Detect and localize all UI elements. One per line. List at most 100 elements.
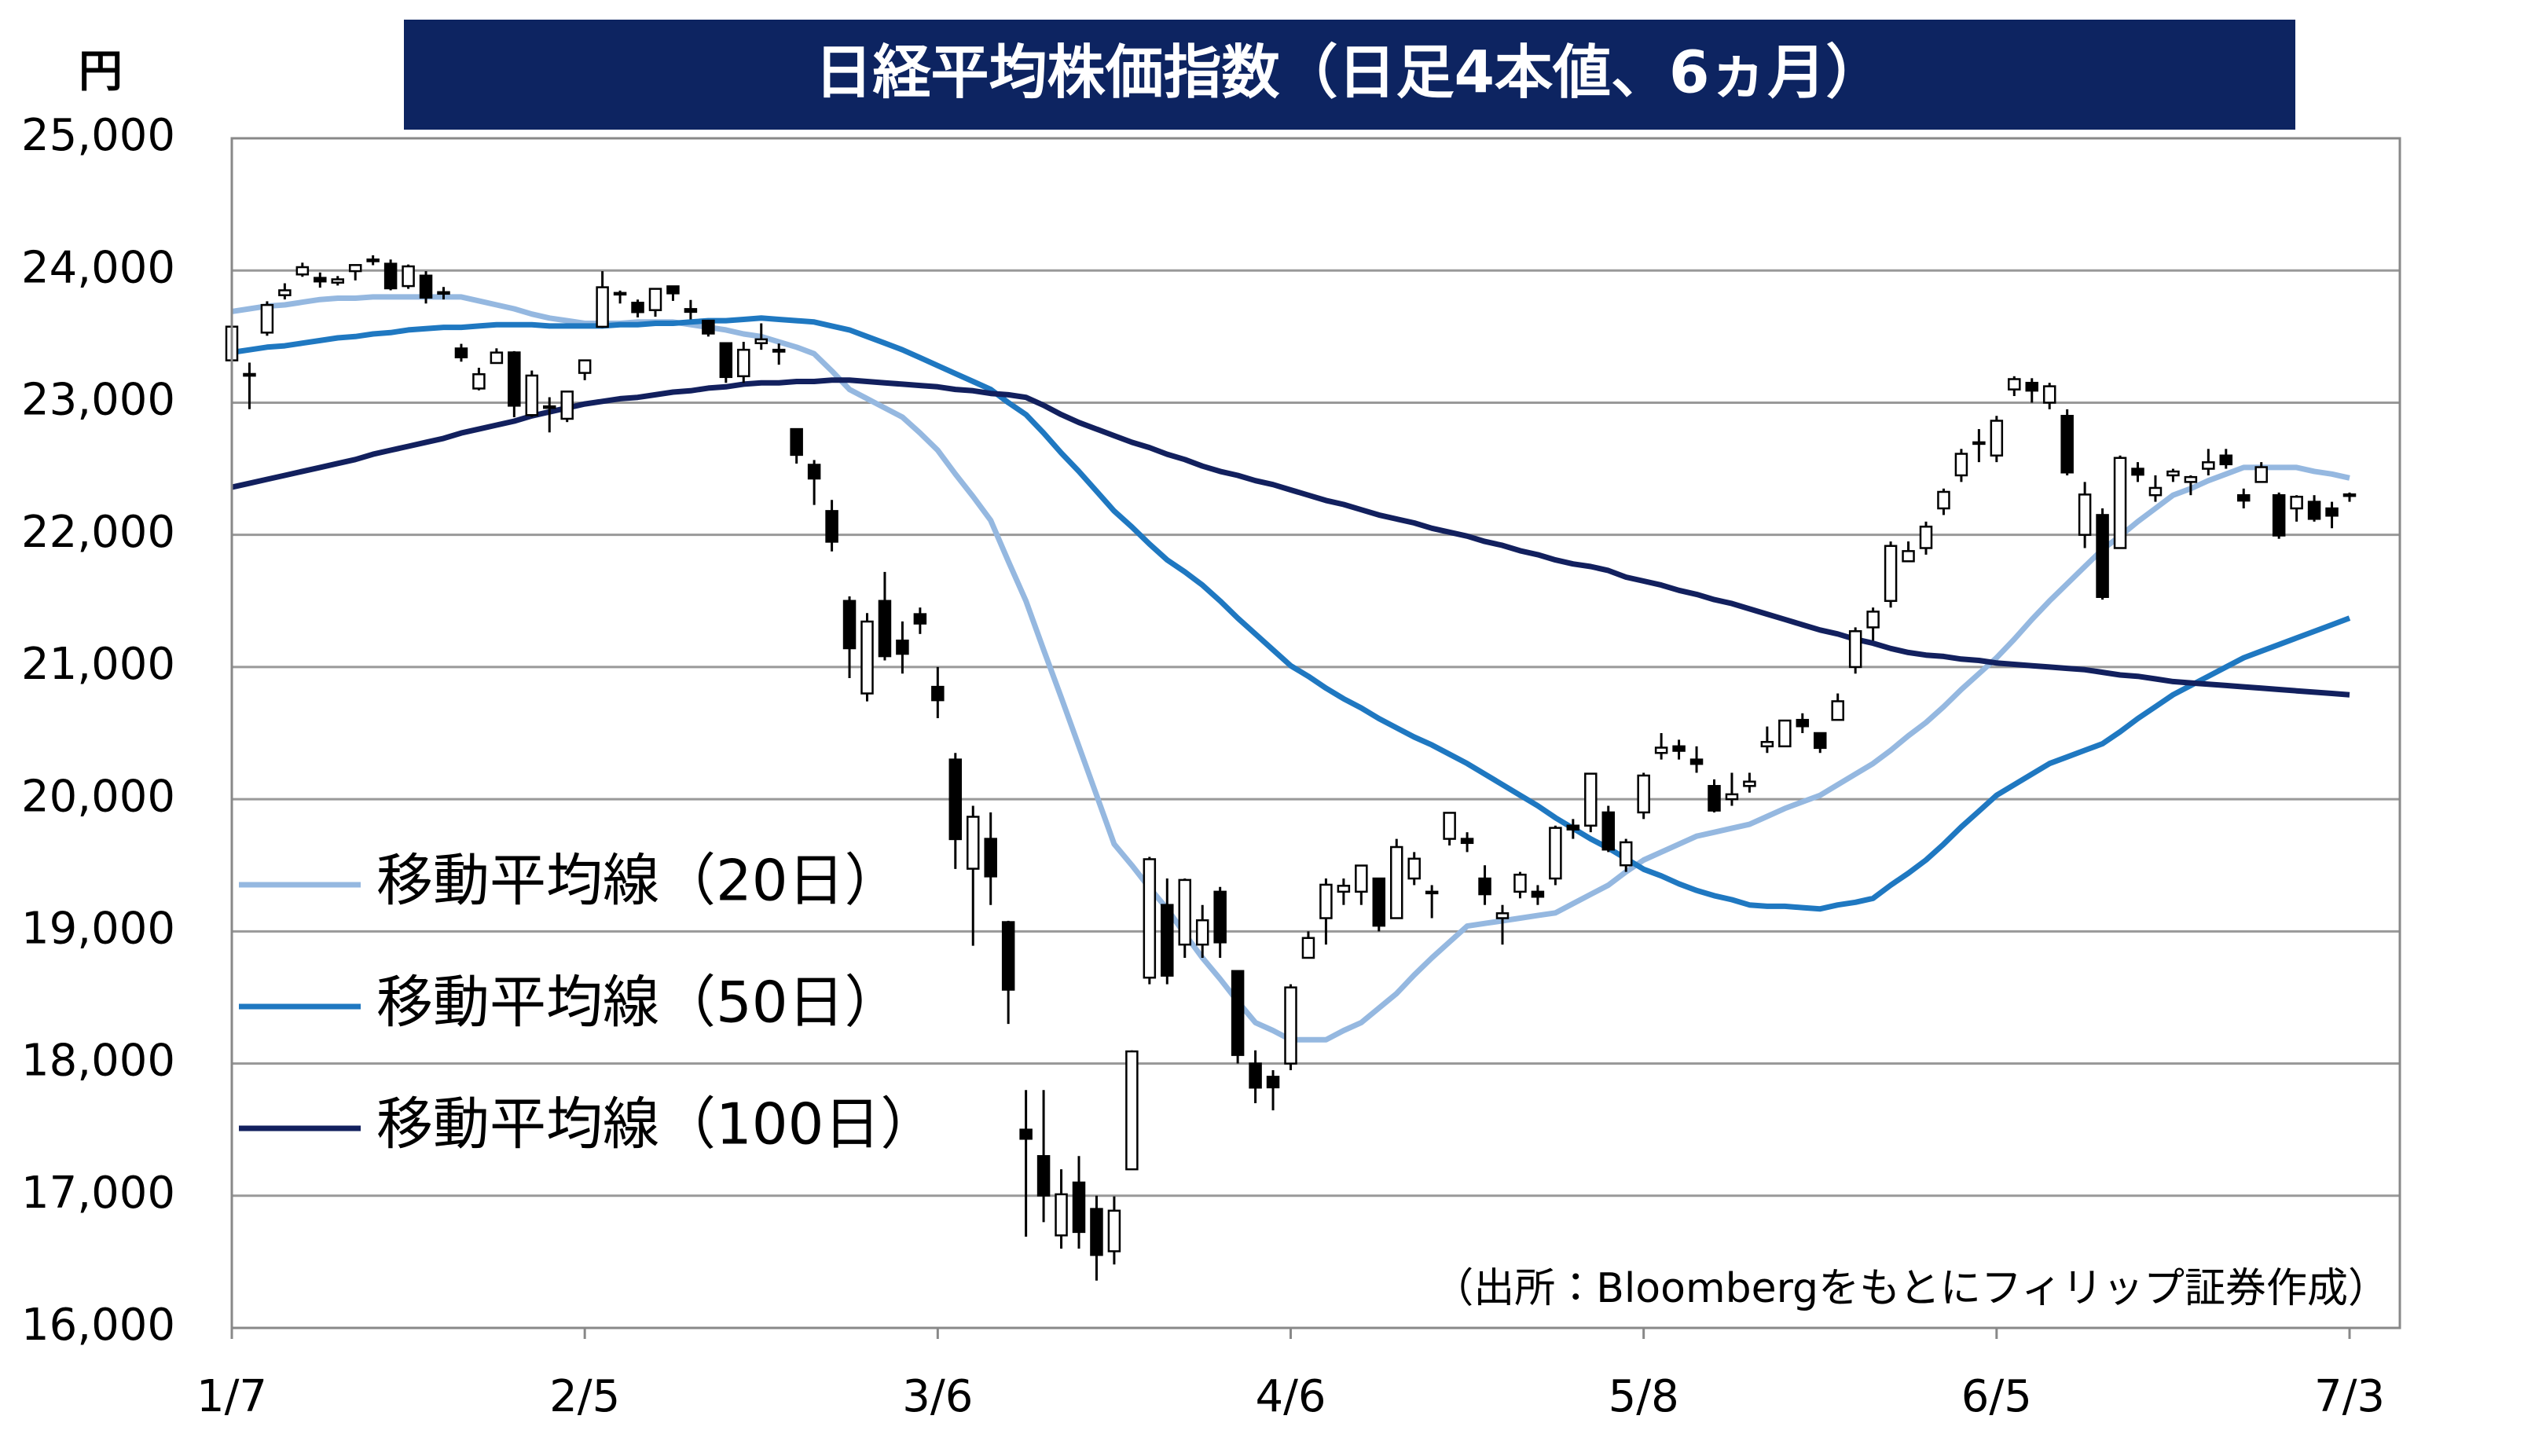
- candle-body: [878, 600, 892, 658]
- candle-body: [560, 391, 574, 420]
- candle-body: [260, 303, 274, 334]
- candle-body: [1866, 611, 1880, 629]
- candle-body: [2307, 501, 2321, 520]
- y-tick-label: 24,000: [21, 242, 175, 293]
- candle-body: [1954, 453, 1968, 477]
- candle-body: [2060, 415, 2074, 474]
- candle-body: [1337, 885, 1351, 893]
- y-tick-label: 19,000: [21, 903, 175, 954]
- candle-body: [2113, 457, 2127, 549]
- candle-body: [1708, 785, 1721, 812]
- candle-body: [1990, 420, 2004, 457]
- candle-body: [2290, 495, 2303, 510]
- candle-body: [1249, 1062, 1262, 1089]
- candle-body: [2025, 381, 2038, 392]
- candle-body: [1584, 772, 1598, 827]
- candle-body: [1814, 732, 1827, 750]
- candle-body: [1390, 845, 1403, 919]
- y-tick-label: 21,000: [21, 639, 175, 690]
- candle-body: [684, 308, 698, 314]
- candle-body: [631, 302, 644, 314]
- y-tick-label: 22,000: [21, 507, 175, 558]
- x-tick-label: 7/3: [2314, 1371, 2385, 1422]
- candle-body: [2078, 493, 2092, 536]
- candle-body: [1743, 780, 1756, 787]
- y-tick-label: 25,000: [21, 110, 175, 161]
- candle-body: [1107, 1209, 1121, 1252]
- candle-body: [278, 289, 292, 296]
- candle-body: [613, 292, 627, 296]
- candle-body: [860, 620, 874, 695]
- candle-body: [754, 338, 768, 344]
- candle-body: [790, 427, 803, 457]
- candle-body: [1919, 525, 1933, 549]
- candle-body: [2148, 486, 2163, 497]
- candle-body: [842, 600, 857, 650]
- candle-body: [1566, 824, 1580, 831]
- candle-body: [1090, 1208, 1103, 1256]
- candle-body: [1778, 719, 1792, 748]
- candle-body: [1549, 827, 1562, 880]
- candle-body: [1407, 857, 1421, 880]
- candle-body: [719, 342, 733, 379]
- candle-body: [1425, 890, 1439, 895]
- y-tick-label: 20,000: [21, 771, 175, 822]
- candle-body: [1725, 793, 1739, 801]
- candle-body: [2254, 466, 2268, 483]
- candle-body: [1019, 1128, 1033, 1140]
- candle-body: [825, 510, 838, 543]
- ma-line: [231, 377, 2350, 698]
- candle-body: [1036, 1155, 1051, 1197]
- candle-body: [1301, 937, 1315, 959]
- candle-body: [931, 685, 945, 702]
- candle-body: [419, 274, 433, 299]
- candle-body: [1319, 883, 1333, 919]
- candle-body: [383, 262, 398, 290]
- candle-body: [807, 464, 821, 480]
- candle-body: [1601, 811, 1615, 851]
- candle-body: [1937, 490, 1950, 510]
- candle-body: [2202, 461, 2215, 470]
- candle-body: [1195, 919, 1209, 946]
- legend-label: 移動平均線（100日）: [376, 1091, 937, 1157]
- candle-body: [2342, 493, 2357, 497]
- x-tick-label: 2/5: [549, 1371, 620, 1422]
- candle-body: [1460, 838, 1474, 845]
- y-tick-label: 18,000: [21, 1036, 175, 1087]
- candle-body: [1972, 441, 1986, 446]
- candle-body: [1672, 745, 1686, 752]
- candle-body: [984, 838, 997, 878]
- candle-body: [1055, 1193, 1068, 1237]
- plot-frame: [230, 137, 2401, 1329]
- candle-body: [472, 373, 486, 390]
- candle-body: [1443, 812, 1456, 840]
- candle-body: [702, 319, 715, 335]
- candle-body: [1531, 890, 1545, 898]
- legend-label: 移動平均線（20日）: [376, 848, 901, 914]
- candle-body: [1760, 741, 1774, 748]
- candle-body: [913, 613, 927, 625]
- candle-body: [967, 816, 980, 870]
- candle-body: [1513, 873, 1527, 893]
- candle-body: [1884, 545, 1898, 603]
- candle-body: [1231, 970, 1245, 1056]
- candle-body: [1654, 746, 1668, 754]
- legend: 移動平均線（20日） 移動平均線（50日） 移動平均線（100日）: [239, 848, 937, 1157]
- candle-body: [1689, 758, 1704, 765]
- candles: [225, 255, 2357, 1281]
- candle-body: [1355, 864, 1368, 893]
- candle-body: [2184, 475, 2198, 483]
- candle-body: [737, 348, 750, 378]
- candle-body: [2042, 385, 2056, 404]
- title-box: [404, 20, 2295, 130]
- candle-body: [596, 286, 609, 328]
- candle-body: [1495, 912, 1510, 919]
- y-tick-label: 23,000: [21, 375, 175, 426]
- candle-body: [243, 372, 256, 377]
- candle-body: [1848, 630, 1862, 669]
- candle-body: [454, 347, 468, 358]
- candle-body: [772, 348, 786, 353]
- candle-body: [525, 374, 539, 416]
